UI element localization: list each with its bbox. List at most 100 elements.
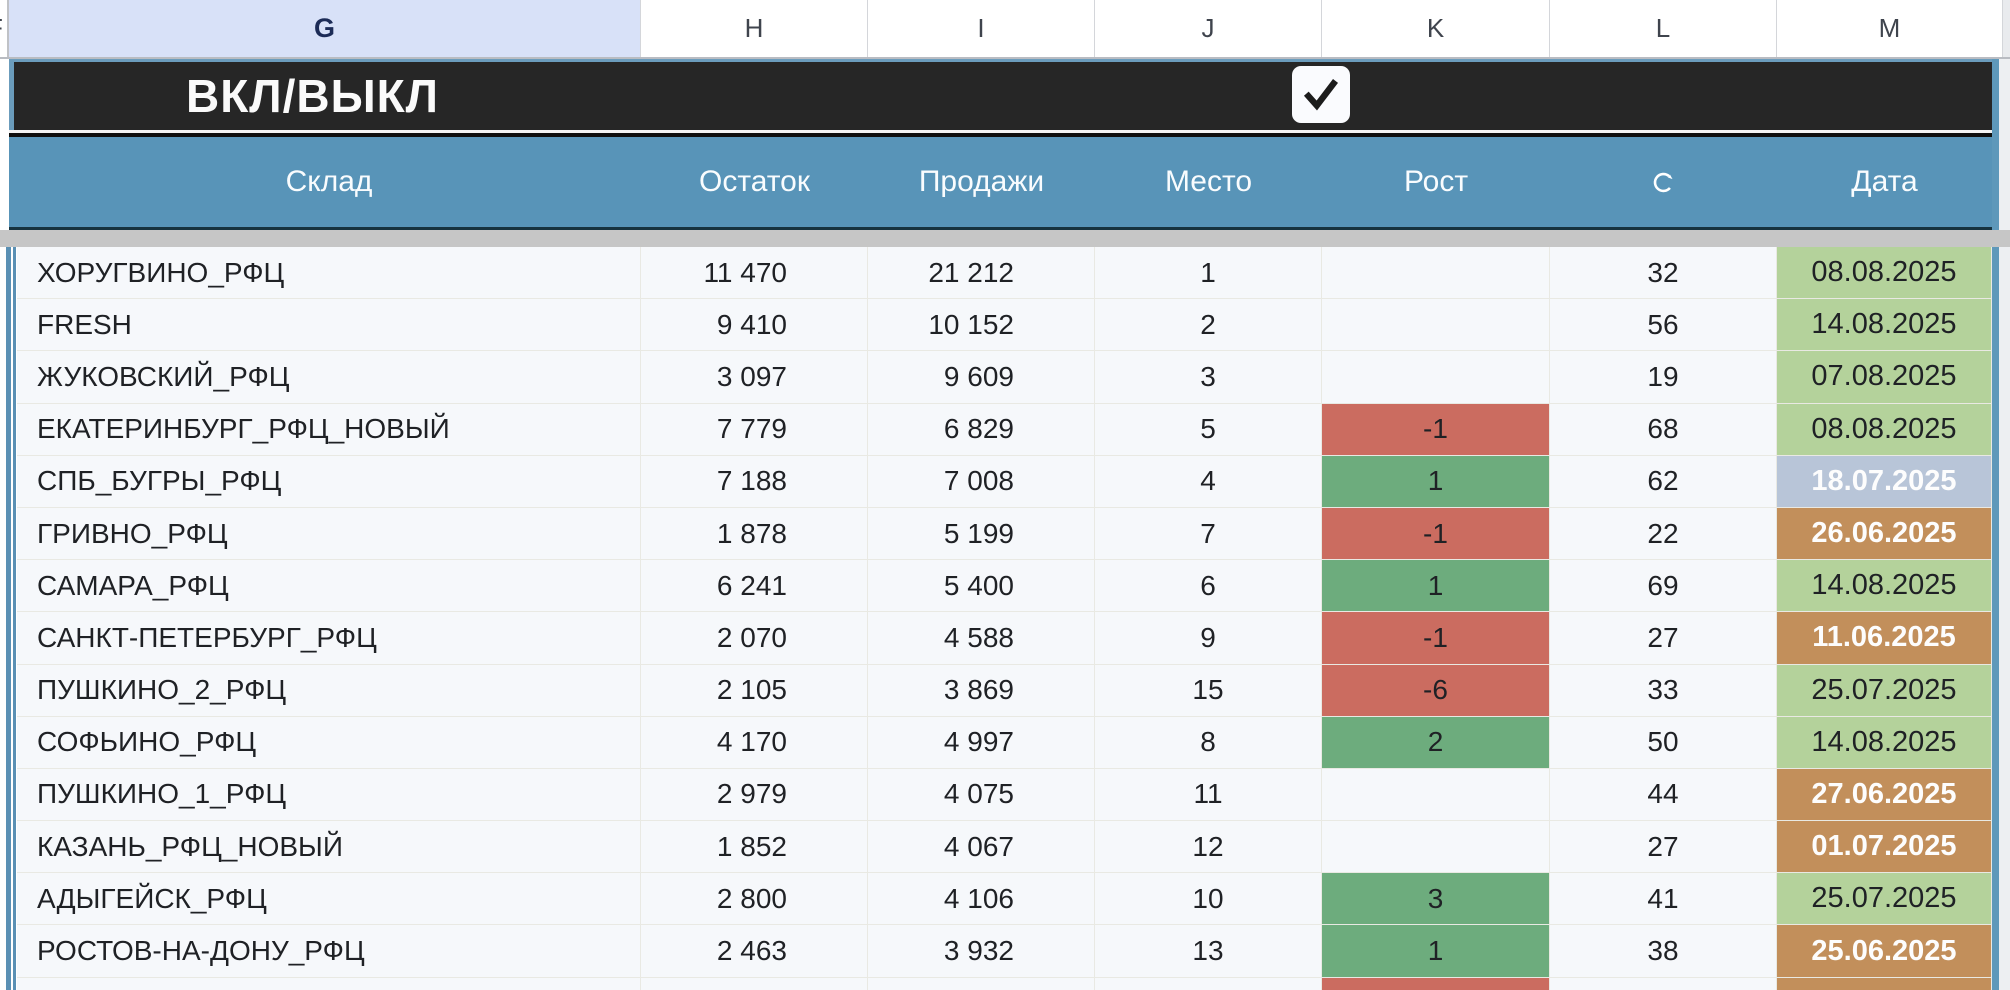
cell-stock[interactable]: 4 170 — [641, 716, 868, 769]
cell-cycle[interactable]: 19 — [1550, 351, 1777, 404]
header-cycle[interactable] — [1550, 137, 1777, 227]
cell-sales[interactable]: 9 609 — [868, 351, 1095, 404]
cell-place[interactable]: 1 — [1095, 247, 1322, 300]
header-stock[interactable]: Остаток — [699, 165, 810, 198]
cell-sales[interactable]: 5 400 — [868, 560, 1095, 613]
cell-place[interactable]: 11 — [1095, 768, 1322, 822]
cell-warehouse[interactable]: ГРИВНО_РФЦ — [17, 507, 641, 561]
cell-growth[interactable]: -6 — [1322, 664, 1550, 717]
cell-growth[interactable] — [1322, 768, 1550, 822]
cell-warehouse[interactable]: СОФЬИНО_РФЦ — [17, 716, 641, 769]
cell-warehouse[interactable]: КАЗАНЬ_РФЦ_НОВЫЙ — [17, 821, 641, 874]
column-header-g[interactable]: G — [9, 0, 641, 57]
cell-place[interactable]: 15 — [1095, 664, 1322, 717]
cell-place[interactable]: 10 — [1095, 873, 1322, 926]
cell-sales[interactable]: 10 152 — [868, 299, 1095, 352]
cell-date[interactable]: 26.06.2025 — [1777, 507, 1992, 561]
column-header-j[interactable]: J — [1095, 0, 1322, 57]
cell-sales[interactable]: 5 199 — [868, 507, 1095, 561]
cell-growth[interactable] — [1322, 351, 1550, 404]
cell-date[interactable]: 25.06.2025 — [1777, 925, 1992, 978]
cell-date[interactable]: 14.08.2025 — [1777, 299, 1992, 352]
cell-sales[interactable]: 4 106 — [868, 873, 1095, 926]
cell-stock[interactable]: 1 852 — [641, 821, 868, 874]
cell-stock[interactable]: 11 470 — [641, 247, 868, 300]
cell-growth[interactable]: -1 — [1322, 403, 1550, 456]
cell-stock[interactable]: 2 463 — [641, 925, 868, 978]
cell-stock[interactable]: 7 779 — [641, 403, 868, 456]
cell-cycle[interactable]: 62 — [1550, 455, 1777, 508]
cell-date[interactable]: 08.08.2025 — [1777, 247, 1992, 300]
cell-warehouse[interactable]: САМАРА_РФЦ — [17, 560, 641, 613]
cell-growth[interactable] — [1322, 977, 1550, 990]
cell-place[interactable]: 13 — [1095, 925, 1322, 978]
cell-growth[interactable] — [1322, 247, 1550, 300]
cell-sales[interactable]: 4 588 — [868, 612, 1095, 665]
cell-date[interactable] — [1777, 977, 1992, 990]
cell-date[interactable]: 07.08.2025 — [1777, 351, 1992, 404]
cell-growth[interactable]: 1 — [1322, 560, 1550, 613]
cell-stock[interactable]: 7 188 — [641, 455, 868, 508]
cell-date[interactable]: 27.06.2025 — [1777, 768, 1992, 822]
cell-sales[interactable] — [868, 977, 1095, 990]
cell-stock[interactable]: 2 070 — [641, 612, 868, 665]
cell-warehouse[interactable]: САНКТ-ПЕТЕРБУРГ_РФЦ — [17, 612, 641, 665]
cell-cycle[interactable]: 27 — [1550, 821, 1777, 874]
cell-sales[interactable]: 4 075 — [868, 768, 1095, 822]
frozen-row-divider[interactable] — [0, 230, 2010, 247]
cell-date[interactable]: 25.07.2025 — [1777, 873, 1992, 926]
cell-date[interactable]: 11.06.2025 — [1777, 612, 1992, 665]
cell-stock[interactable] — [641, 977, 868, 990]
cell-place[interactable]: 2 — [1095, 299, 1322, 352]
cell-stock[interactable]: 2 800 — [641, 873, 868, 926]
cell-warehouse[interactable]: РОСТОВ-НА-ДОНУ_РФЦ — [17, 925, 641, 978]
cell-sales[interactable]: 6 829 — [868, 403, 1095, 456]
header-warehouse[interactable]: Склад — [285, 165, 373, 198]
cell-growth[interactable]: 2 — [1322, 716, 1550, 769]
cell-cycle[interactable]: 33 — [1550, 664, 1777, 717]
header-date[interactable]: Дата — [1851, 165, 1918, 198]
cell-cycle[interactable]: 44 — [1550, 768, 1777, 822]
cell-stock[interactable]: 1 878 — [641, 507, 868, 561]
cell-warehouse[interactable]: СПБ_БУГРЫ_РФЦ — [17, 455, 641, 508]
cell-date[interactable]: 01.07.2025 — [1777, 821, 1992, 874]
cell-cycle[interactable]: 68 — [1550, 403, 1777, 456]
cell-cycle[interactable]: 22 — [1550, 507, 1777, 561]
cell-place[interactable]: 5 — [1095, 403, 1322, 456]
cell-stock[interactable]: 2 105 — [641, 664, 868, 717]
cell-place[interactable]: 7 — [1095, 507, 1322, 561]
cell-stock[interactable]: 9 410 — [641, 299, 868, 352]
cell-warehouse[interactable] — [17, 977, 641, 990]
cell-date[interactable]: 14.08.2025 — [1777, 716, 1992, 769]
cell-sales[interactable]: 21 212 — [868, 247, 1095, 300]
cell-warehouse[interactable]: ХОРУГВИНО_РФЦ — [17, 247, 641, 300]
cell-cycle[interactable]: 50 — [1550, 716, 1777, 769]
cell-warehouse[interactable]: ЕКАТЕРИНБУРГ_РФЦ_НОВЫЙ — [17, 403, 641, 456]
header-sales[interactable]: Продажи — [918, 165, 1045, 198]
cell-warehouse[interactable]: ЖУКОВСКИЙ_РФЦ — [17, 351, 641, 404]
cell-date[interactable]: 25.07.2025 — [1777, 664, 1992, 717]
cell-sales[interactable]: 3 932 — [868, 925, 1095, 978]
cell-place[interactable]: 6 — [1095, 560, 1322, 613]
cell-date[interactable]: 08.08.2025 — [1777, 403, 1992, 456]
cell-warehouse[interactable]: ПУШКИНО_2_РФЦ — [17, 664, 641, 717]
cell-cycle[interactable]: 32 — [1550, 247, 1777, 300]
cell-place[interactable]: 3 — [1095, 351, 1322, 404]
cell-growth[interactable]: -1 — [1322, 507, 1550, 561]
cell-date[interactable]: 14.08.2025 — [1777, 560, 1992, 613]
cell-place[interactable]: 9 — [1095, 612, 1322, 665]
cell-growth[interactable] — [1322, 821, 1550, 874]
cell-growth[interactable]: 1 — [1322, 455, 1550, 508]
cell-place[interactable]: 12 — [1095, 821, 1322, 874]
cell-growth[interactable]: -1 — [1322, 612, 1550, 665]
cell-place[interactable] — [1095, 977, 1322, 990]
column-header-f-partial[interactable]: F — [0, 0, 9, 57]
cell-cycle[interactable]: 69 — [1550, 560, 1777, 613]
column-header-i[interactable]: I — [868, 0, 1095, 57]
cell-growth[interactable]: 3 — [1322, 873, 1550, 926]
cell-place[interactable]: 4 — [1095, 455, 1322, 508]
column-header-h[interactable]: H — [641, 0, 868, 57]
onoff-checkbox[interactable] — [1292, 66, 1350, 123]
cell-cycle[interactable]: 56 — [1550, 299, 1777, 352]
cell-date[interactable]: 18.07.2025 — [1777, 455, 1992, 508]
